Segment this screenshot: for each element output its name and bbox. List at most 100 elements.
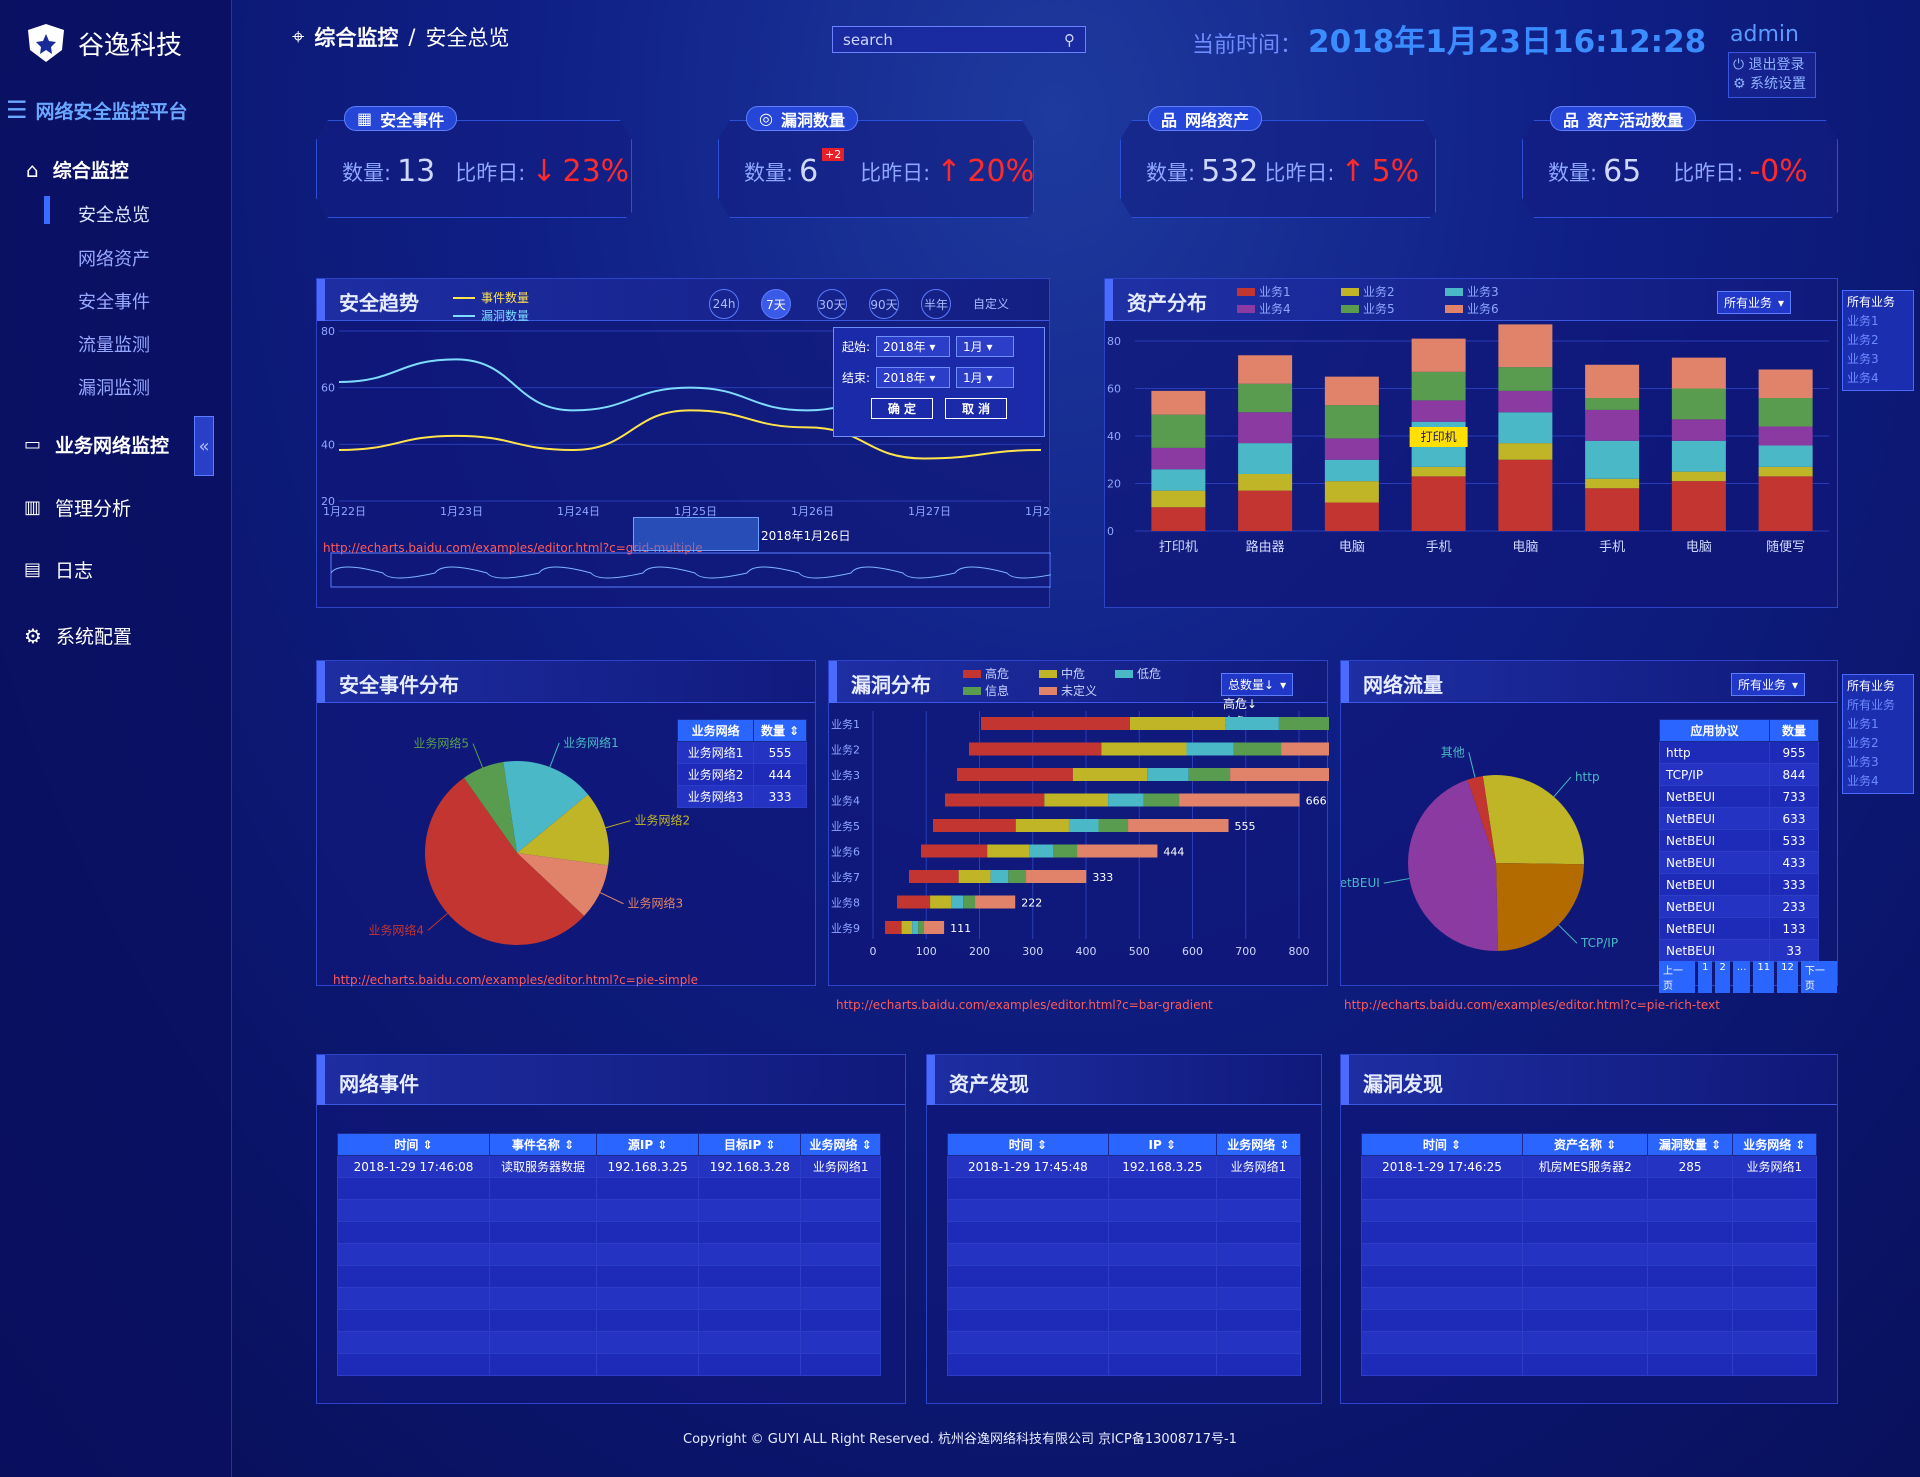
menu-option[interactable]: 业务1 <box>1847 314 1879 328</box>
confirm-button[interactable]: 确 定 <box>870 398 933 419</box>
series-line[interactable] <box>338 409 1042 460</box>
nav-item-network-assets[interactable]: 网络资产 <box>78 249 150 270</box>
table-header[interactable]: 资产名称 ⇕ <box>1521 1133 1649 1156</box>
table-row[interactable]: NetBEUI 633 <box>1658 807 1819 830</box>
bar-segment[interactable] <box>1758 445 1813 467</box>
bar-segment[interactable] <box>1498 324 1553 368</box>
menu-option[interactable]: 高危↓ <box>1223 697 1258 711</box>
pie-slice[interactable] <box>425 777 585 945</box>
bar-segment[interactable] <box>1671 419 1726 441</box>
table-row[interactable] <box>1361 1265 1818 1288</box>
bar-segment[interactable] <box>987 844 1030 858</box>
table-row[interactable] <box>1361 1309 1818 1332</box>
menu-option[interactable]: 所有业务 <box>1847 698 1896 712</box>
nav-item-vuln-monitor[interactable]: 漏洞监测 <box>78 378 150 399</box>
bar-segment[interactable] <box>1585 364 1640 398</box>
pie-slice[interactable] <box>517 794 609 866</box>
table-header[interactable]: 应用协议 <box>1658 719 1771 742</box>
bar-segment[interactable] <box>909 870 959 883</box>
table-row[interactable] <box>947 1309 1302 1332</box>
bar-segment[interactable] <box>1015 819 1069 832</box>
bar-segment[interactable] <box>885 921 902 934</box>
table-row[interactable] <box>947 1265 1302 1288</box>
table-header[interactable]: 时间 ⇕ <box>1361 1133 1523 1156</box>
breadcrumb-section[interactable]: 综合监控 <box>314 26 399 50</box>
bar-segment[interactable] <box>1151 390 1206 415</box>
menu-option[interactable]: 业务2 <box>1847 333 1879 347</box>
bar-segment[interactable] <box>1411 400 1466 422</box>
chart-source-url[interactable]: http://echarts.baidu.com/examples/editor… <box>333 973 699 987</box>
bar-segment[interactable] <box>958 870 991 883</box>
table-header[interactable]: 业务网络 <box>676 719 755 742</box>
kpi-card-activity[interactable] <box>1522 120 1838 218</box>
table-row[interactable] <box>336 1287 881 1310</box>
bar-segment[interactable] <box>1128 819 1229 832</box>
nav-section-log[interactable]: ▤ 日志 <box>24 556 93 583</box>
table-row[interactable] <box>336 1265 881 1288</box>
bar-segment[interactable] <box>1324 438 1379 460</box>
bar-segment[interactable] <box>1324 502 1379 532</box>
bar-segment[interactable] <box>1671 481 1726 531</box>
menu-option[interactable]: 业务4 <box>1847 371 1879 385</box>
chart-source-url[interactable]: http://echarts.baidu.com/examples/editor… <box>1344 998 1720 1012</box>
legend-item[interactable]: 业务5 <box>1341 300 1433 317</box>
bar-segment[interactable] <box>1151 469 1206 491</box>
kpi-card-assets[interactable] <box>1120 120 1436 218</box>
bar-segment[interactable] <box>1498 412 1553 444</box>
bar-segment[interactable] <box>1233 742 1282 756</box>
range-7d[interactable]: 7天 <box>761 289 791 319</box>
search-box[interactable]: search ⚲ <box>832 26 1086 53</box>
bar-segment[interactable] <box>1053 844 1078 858</box>
settings-item[interactable]: ⚙ 系统设置 <box>1733 75 1811 94</box>
bar-segment[interactable] <box>1411 338 1466 372</box>
bar-segment[interactable] <box>969 742 1102 756</box>
menu-option[interactable]: 业务1 <box>1847 717 1879 731</box>
start-year-select[interactable]: 2018年 ▾ <box>876 336 951 357</box>
menu-option[interactable]: 业务4 <box>1847 774 1879 788</box>
bar-segment[interactable] <box>1147 768 1189 781</box>
table-row[interactable]: 2018-1-29 17:45:48 192.168.3.25 业务网络1 <box>947 1155 1302 1178</box>
pie-slice[interactable] <box>1408 779 1499 951</box>
search-icon[interactable]: ⚲ <box>1064 30 1075 49</box>
bar-segment[interactable] <box>1230 768 1329 781</box>
table-row[interactable] <box>1361 1221 1818 1244</box>
table-row[interactable] <box>336 1309 881 1332</box>
table-row[interactable]: NetBEUI 33 <box>1658 939 1819 962</box>
table-row[interactable]: NetBEUI 333 <box>1658 873 1819 896</box>
bar-segment[interactable] <box>981 717 1130 730</box>
bar-segment[interactable] <box>1044 793 1109 807</box>
vuln-sort-dropdown[interactable]: 总数量↓ ▾ <box>1221 673 1294 696</box>
table-row[interactable] <box>336 1177 881 1200</box>
pager-button[interactable]: 上一页 <box>1659 961 1696 993</box>
table-row[interactable] <box>947 1199 1302 1222</box>
legend-item[interactable]: 高危 <box>963 665 1025 682</box>
bar-segment[interactable] <box>1179 793 1300 807</box>
bar-segment[interactable] <box>1068 819 1099 832</box>
table-row[interactable] <box>1361 1177 1818 1200</box>
bar-segment[interactable] <box>924 921 945 934</box>
bar-segment[interactable] <box>1671 357 1726 389</box>
table-row[interactable]: 2018-1-29 17:46:25 机房MES服务器2 285 业务网络1 <box>1361 1155 1818 1178</box>
start-month-select[interactable]: 1月 ▾ <box>956 336 1015 357</box>
nav-section-analysis[interactable]: ▥ 管理分析 <box>24 494 131 521</box>
legend-item[interactable]: 业务2 <box>1341 283 1433 300</box>
bar-segment[interactable] <box>1143 793 1180 807</box>
bar-segment[interactable] <box>1498 367 1553 391</box>
table-row[interactable]: NetBEUI 533 <box>1658 829 1819 852</box>
legend-item[interactable]: 业务3 <box>1445 283 1537 300</box>
table-row[interactable]: NetBEUI 433 <box>1658 851 1819 874</box>
bar-segment[interactable] <box>1498 459 1553 531</box>
kpi-card-vulns[interactable] <box>718 120 1034 218</box>
end-year-select[interactable]: 2018年 ▾ <box>876 367 951 388</box>
legend-item-events[interactable]: 事件数量 <box>453 289 529 306</box>
table-header[interactable]: 事件名称 ⇕ <box>489 1133 598 1156</box>
bar-segment[interactable] <box>901 921 913 934</box>
bar-segment[interactable] <box>1585 409 1640 441</box>
bar-segment[interactable] <box>1077 844 1158 858</box>
pager-button[interactable]: 12 <box>1777 961 1798 993</box>
bar-segment[interactable] <box>1151 447 1206 470</box>
range-half-year[interactable]: 半年 <box>921 289 951 319</box>
table-row[interactable]: http 955 <box>1658 741 1819 764</box>
bar-segment[interactable] <box>1188 768 1231 781</box>
range-90d[interactable]: 90天 <box>869 289 899 319</box>
